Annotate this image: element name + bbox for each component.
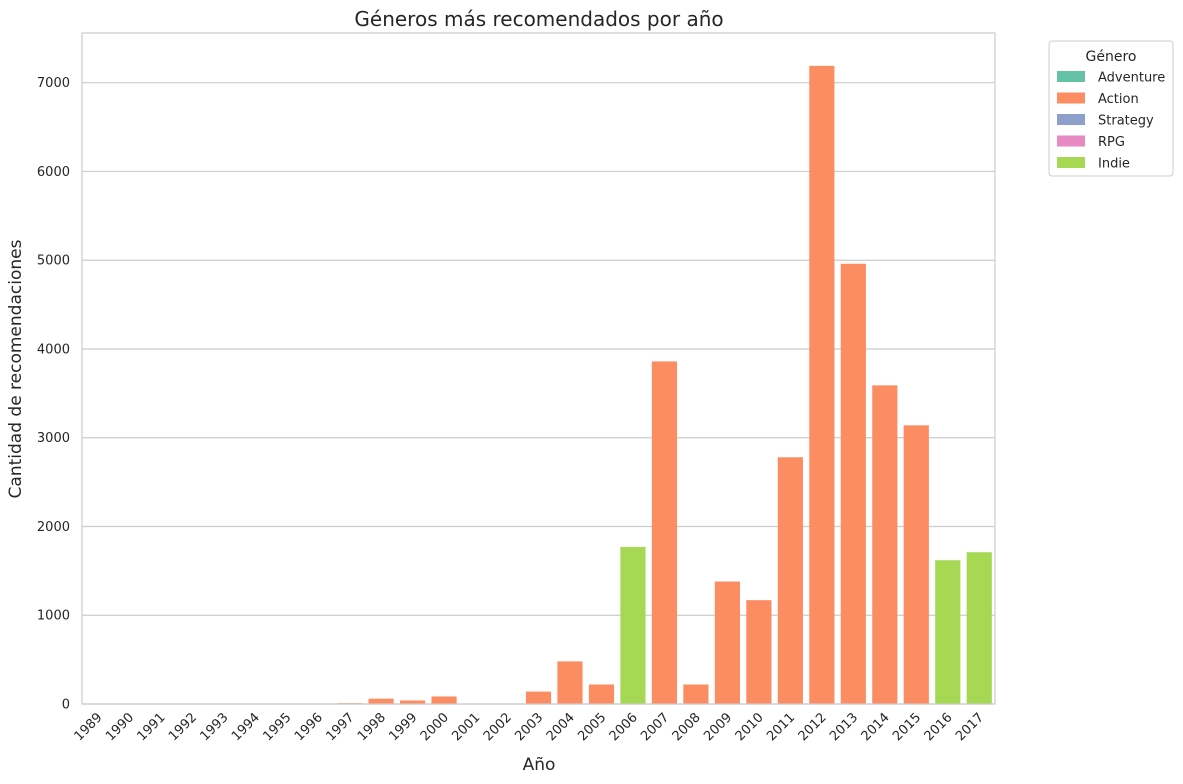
x-tick-label: 2014 <box>859 710 893 744</box>
legend-swatch-strategy <box>1057 114 1085 125</box>
x-tick-label: 1999 <box>386 710 420 744</box>
bar-2017 <box>966 552 992 704</box>
legend-label-indie: Indie <box>1098 157 1130 172</box>
x-tick-labels: 1989199019911992199319941995199619971998… <box>72 710 988 744</box>
bars <box>85 65 992 704</box>
y-tick-labels: 0 1000 2000 3000 4000 5000 6000 7000 <box>37 76 70 712</box>
x-tick-label: 1990 <box>103 710 137 744</box>
bar-2007 <box>651 361 678 704</box>
legend-label-adventure: Adventure <box>1098 71 1165 86</box>
bar-1999 <box>399 700 426 704</box>
legend-label-action: Action <box>1098 92 1139 107</box>
x-axis-title: Año <box>523 755 556 775</box>
y-tick-label: 1000 <box>37 609 70 624</box>
x-tick-label: 2015 <box>890 710 924 744</box>
x-tick-label: 1998 <box>355 710 389 744</box>
x-tick-label: 2000 <box>418 710 452 744</box>
x-tick-label: 2006 <box>607 710 641 744</box>
x-tick-label: 2011 <box>764 710 798 744</box>
x-tick-label: 2007 <box>638 710 672 744</box>
y-tick-label: 2000 <box>37 520 70 535</box>
x-tick-label: 2001 <box>449 710 483 744</box>
bar-1998 <box>368 698 394 704</box>
legend-swatch-indie <box>1057 157 1085 168</box>
x-tick-label: 1995 <box>260 710 294 744</box>
x-tick-label: 1993 <box>197 710 231 744</box>
x-tick-label: 2013 <box>827 710 861 744</box>
plot-frame <box>81 32 996 705</box>
bar-2015 <box>903 425 929 704</box>
legend-title: Género <box>1086 49 1137 65</box>
x-tick-label: 1989 <box>72 710 106 744</box>
bar-2011 <box>777 457 803 704</box>
bar-2014 <box>872 385 898 704</box>
legend-items: Adventure Action Strategy RPG Indie <box>1057 71 1165 172</box>
chart-title: Géneros más recomendados por año <box>354 7 723 31</box>
bar-2008 <box>683 684 709 704</box>
y-tick-label: 0 <box>62 698 70 713</box>
x-tick-label: 1997 <box>323 710 357 744</box>
bar-2012 <box>809 65 835 704</box>
y-tick-label: 5000 <box>37 254 70 269</box>
grid-lines <box>82 82 995 705</box>
x-tick-label: 2002 <box>481 710 515 744</box>
x-tick-label: 2012 <box>796 710 830 744</box>
bar-2004 <box>557 661 583 704</box>
bar-2013 <box>840 263 866 704</box>
bar-2003 <box>525 691 552 704</box>
y-tick-label: 7000 <box>37 76 70 91</box>
bar-2016 <box>935 560 961 704</box>
x-tick-label: 2005 <box>575 710 609 744</box>
legend-label-rpg: RPG <box>1098 135 1125 150</box>
y-tick-label: 3000 <box>37 431 70 446</box>
legend-label-strategy: Strategy <box>1098 114 1154 129</box>
x-tick-label: 2003 <box>512 710 546 744</box>
x-tick-label: 2017 <box>953 710 987 744</box>
x-tick-label: 1996 <box>292 710 326 744</box>
x-tick-label: 2009 <box>701 710 735 744</box>
x-tick-label: 1992 <box>166 710 200 744</box>
x-tick-label: 2010 <box>733 710 767 744</box>
legend-swatch-adventure <box>1057 71 1085 82</box>
x-tick-label: 1991 <box>135 710 169 744</box>
bar-2005 <box>588 684 615 704</box>
y-axis-title: Cantidad de recomendaciones <box>6 239 26 498</box>
legend: Género Adventure Action Strategy RPG Indie <box>1048 40 1174 177</box>
legend-swatch-rpg <box>1057 135 1085 147</box>
bar-2010 <box>746 600 772 704</box>
legend-swatch-action <box>1057 92 1085 104</box>
x-tick-label: 2008 <box>670 710 704 744</box>
bar-2009 <box>714 581 740 704</box>
x-tick-label: 2016 <box>922 710 956 744</box>
y-tick-label: 6000 <box>37 165 70 180</box>
bar-2006 <box>620 546 646 704</box>
x-tick-label: 2004 <box>544 710 578 744</box>
y-tick-label: 4000 <box>37 342 70 357</box>
x-tick-label: 1994 <box>229 710 263 744</box>
bar-2000 <box>431 696 457 704</box>
